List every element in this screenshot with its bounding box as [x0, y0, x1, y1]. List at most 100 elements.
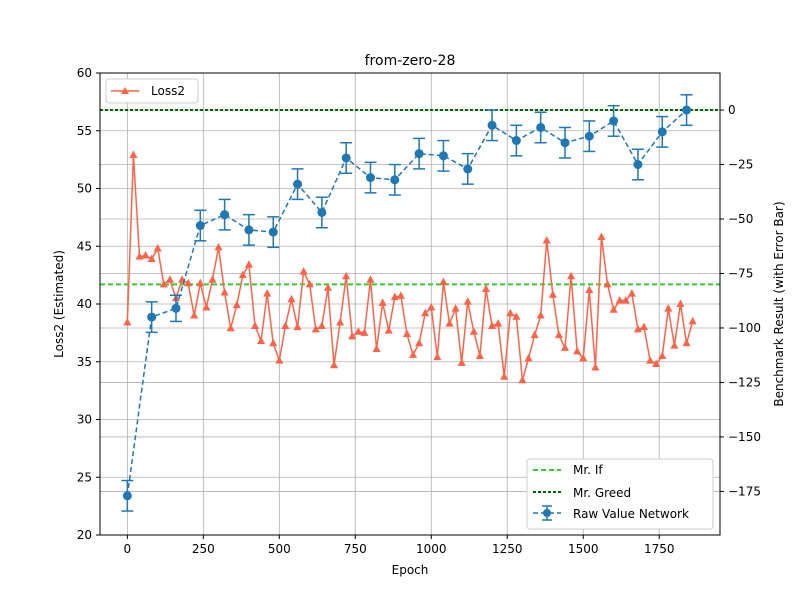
- loss-point: [524, 353, 533, 362]
- y-axis-left-label: Loss2 (Estimated): [52, 250, 66, 358]
- loss-point: [481, 284, 490, 292]
- benchmark-point: [122, 491, 132, 501]
- benchmark-point: [341, 153, 351, 163]
- loss-point: [597, 232, 606, 241]
- benchmark-point: [511, 136, 521, 146]
- loss-point: [196, 278, 205, 287]
- legend-right: Mr. If Mr. Greed Raw Value Network: [526, 458, 714, 530]
- y-left-tick-label: 45: [77, 239, 92, 253]
- benchmark-point: [536, 122, 546, 132]
- loss-point: [366, 275, 375, 283]
- loss-point: [232, 300, 241, 309]
- y-left-tick-label: 40: [77, 297, 92, 311]
- benchmark-point: [682, 105, 692, 115]
- x-tick-label: 1500: [568, 542, 599, 556]
- loss-point: [238, 270, 247, 279]
- loss-point: [378, 298, 387, 306]
- y-left-tick-label: 30: [77, 413, 92, 427]
- legend-raw-label: Raw Value Network: [573, 507, 689, 521]
- loss-point: [141, 250, 150, 259]
- loss-point: [469, 327, 478, 335]
- x-tick-label: 0: [124, 542, 132, 556]
- loss-point: [384, 326, 393, 334]
- loss-point: [475, 351, 484, 359]
- benchmark-point: [414, 149, 424, 159]
- chart-title: from-zero-28: [365, 53, 456, 69]
- loss-point: [330, 360, 339, 369]
- legend-mr-greed-label: Mr. Greed: [573, 486, 631, 500]
- loss-point: [518, 375, 527, 384]
- loss-point: [153, 244, 162, 252]
- benchmark-point: [244, 225, 254, 235]
- loss-point: [567, 271, 576, 280]
- loss-point: [640, 322, 649, 331]
- x-tick-label: 250: [192, 542, 215, 556]
- y-right-tick-label: −125: [728, 375, 761, 389]
- loss-point: [342, 271, 351, 280]
- legend-right-box: [526, 458, 714, 530]
- legend-loss-marker: [121, 87, 129, 94]
- loss-point: [226, 323, 235, 332]
- y-axis-right-label: Benchmark Result (with Error Bar): [772, 201, 786, 406]
- benchmark-point: [293, 179, 303, 189]
- benchmark-point: [220, 210, 230, 220]
- benchmark-series: [121, 94, 693, 512]
- loss-point: [548, 290, 557, 298]
- benchmark-point: [390, 175, 400, 185]
- loss-point: [603, 279, 612, 288]
- loss-point: [688, 316, 697, 325]
- loss-point: [652, 359, 661, 368]
- loss-point: [257, 336, 266, 344]
- loss-point: [214, 242, 223, 251]
- loss-point: [579, 353, 588, 362]
- y-right-tick-label: −150: [728, 430, 761, 444]
- loss-series: [123, 150, 697, 384]
- x-tick-label: 1250: [492, 542, 523, 556]
- loss-point: [251, 321, 259, 329]
- x-tick-label: 1000: [416, 542, 447, 556]
- loss-point: [311, 324, 320, 333]
- loss-point: [190, 311, 199, 319]
- loss-point: [615, 296, 624, 304]
- legend-loss: Loss2: [105, 78, 199, 104]
- loss-point: [323, 283, 332, 291]
- benchmark-point: [584, 131, 594, 141]
- loss-point: [263, 289, 272, 297]
- y-left-tick-label: 25: [77, 470, 92, 484]
- loss-point: [427, 302, 436, 311]
- loss-point: [500, 372, 509, 380]
- loss-point: [512, 312, 521, 320]
- loss-point: [123, 317, 132, 326]
- benchmark-point: [609, 116, 619, 126]
- loss-point: [658, 351, 667, 359]
- legend-loss-label: Loss2: [151, 84, 185, 98]
- loss-point: [457, 358, 466, 366]
- loss-point: [621, 296, 630, 304]
- x-axis: 0 250 500 750 1000 1250 1500 1750: [124, 535, 675, 556]
- loss-point: [354, 327, 363, 335]
- loss-point: [554, 330, 563, 339]
- y-left-tick-label: 50: [77, 182, 92, 196]
- x-axis-label: Epoch: [392, 563, 429, 577]
- loss-point: [184, 278, 193, 287]
- loss-point: [390, 292, 399, 301]
- loss-point: [317, 321, 326, 329]
- reference-lines: [100, 109, 720, 286]
- y-right-tick-label: −175: [728, 484, 761, 498]
- benchmark-point: [147, 312, 157, 322]
- loss-point: [530, 330, 539, 339]
- benchmark-point: [560, 138, 570, 148]
- loss-point: [415, 338, 424, 347]
- loss-point: [542, 235, 551, 244]
- loss-point: [561, 343, 569, 351]
- loss-point: [281, 321, 290, 329]
- loss-point: [609, 305, 618, 313]
- y-right-tick-label: −100: [728, 321, 761, 335]
- benchmark-point: [657, 127, 667, 137]
- x-tick-label: 1750: [644, 542, 675, 556]
- loss-point: [287, 294, 296, 303]
- loss-point: [433, 352, 442, 361]
- benchmark-point: [463, 164, 473, 174]
- loss-point: [402, 329, 411, 338]
